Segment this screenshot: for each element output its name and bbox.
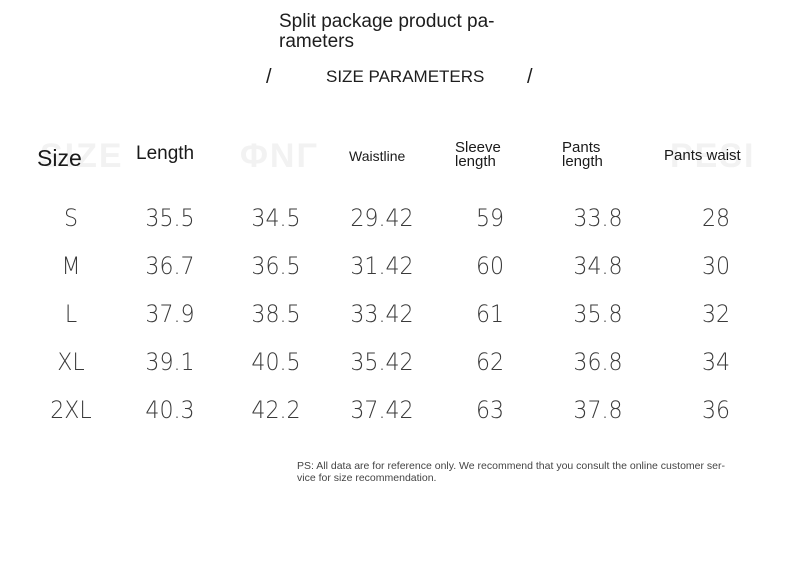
subtitle-text: SIZE PARAMETERS — [326, 67, 485, 86]
table-cell: 37.42 — [350, 396, 414, 424]
header-pants-line-2: length — [562, 153, 603, 170]
table-cell: 28 — [701, 204, 731, 232]
table-cell: 34.5 — [251, 204, 301, 232]
table-cell: XL — [57, 348, 85, 376]
table-cell: 42.2 — [251, 396, 301, 424]
header-pants-line-1: Pants — [562, 139, 601, 156]
disclaimer-note: PS: All data are for reference only. We … — [297, 460, 752, 484]
table-cell: 36 — [701, 396, 731, 424]
table-row: S 35.5 34.5 29.42 59 33.8 28 — [0, 204, 790, 236]
table-cell: 36.7 — [145, 252, 195, 280]
header-pants-length: Pants length — [562, 139, 603, 170]
table-cell: 36.8 — [573, 348, 623, 376]
table-cell: 37.8 — [573, 396, 623, 424]
table-cell: L — [64, 300, 78, 328]
note-line-1: PS: All data are for reference only. We … — [297, 460, 725, 472]
header-sleeve-length: Sleeve length — [455, 139, 501, 170]
table-cell: 33.8 — [573, 204, 623, 232]
header-waistline: Waistline — [349, 148, 406, 164]
table-cell: 2XL — [50, 396, 92, 424]
table-cell: 35.5 — [145, 204, 195, 232]
table-cell: 33.42 — [350, 300, 414, 328]
header-length: Length — [136, 143, 195, 164]
header-sleeve-line-1: Sleeve — [455, 139, 501, 156]
ghost-text: SIZE — [40, 137, 124, 175]
header-sleeve-line-2: length — [455, 153, 496, 170]
table-cell: 40.5 — [251, 348, 301, 376]
table-cell: 39.1 — [145, 348, 195, 376]
ghost-text: ΦΝΓ — [240, 137, 319, 175]
title-line-1: Split package product pa- — [279, 11, 495, 32]
table-row: L 37.9 38.5 33.42 61 35.8 32 — [0, 300, 790, 332]
table-cell: 62 — [475, 348, 505, 376]
table-cell: 59 — [475, 204, 505, 232]
slash-right: / — [527, 66, 533, 88]
table-cell: 61 — [475, 300, 505, 328]
table-cell: 32 — [701, 300, 731, 328]
slash-left: / — [266, 66, 272, 88]
header-pants-waist: Pants waist — [664, 147, 741, 164]
table-cell: 29.42 — [350, 204, 414, 232]
table-cell: 38.5 — [251, 300, 301, 328]
table-cell: 37.9 — [145, 300, 195, 328]
page-title: Split package product pa- rameters — [279, 12, 539, 52]
table-cell: 35.42 — [350, 348, 414, 376]
table-cell: 34.8 — [573, 252, 623, 280]
ghost-text: PESI — [670, 137, 756, 175]
section-subtitle: / SIZE PARAMETERS / — [0, 66, 790, 88]
table-cell: 36.5 — [251, 252, 301, 280]
table-cell: 30 — [701, 252, 731, 280]
table-cell: 31.42 — [350, 252, 414, 280]
table-row: XL 39.1 40.5 35.42 62 36.8 34 — [0, 348, 790, 380]
table-row: M 36.7 36.5 31.42 60 34.8 30 — [0, 252, 790, 284]
table-cell: 35.8 — [573, 300, 623, 328]
table-cell: 40.3 — [145, 396, 195, 424]
table-cell: 34 — [701, 348, 731, 376]
table-cell: S — [63, 204, 79, 232]
table-cell: 63 — [475, 396, 505, 424]
title-line-2: rameters — [279, 31, 354, 52]
table-row: 2XL 40.3 42.2 37.42 63 37.8 36 — [0, 396, 790, 428]
header-size: Size — [37, 145, 82, 171]
table-cell: 60 — [475, 252, 505, 280]
note-line-2: vice for size recommendation. — [297, 472, 437, 484]
table-cell: M — [61, 252, 81, 280]
